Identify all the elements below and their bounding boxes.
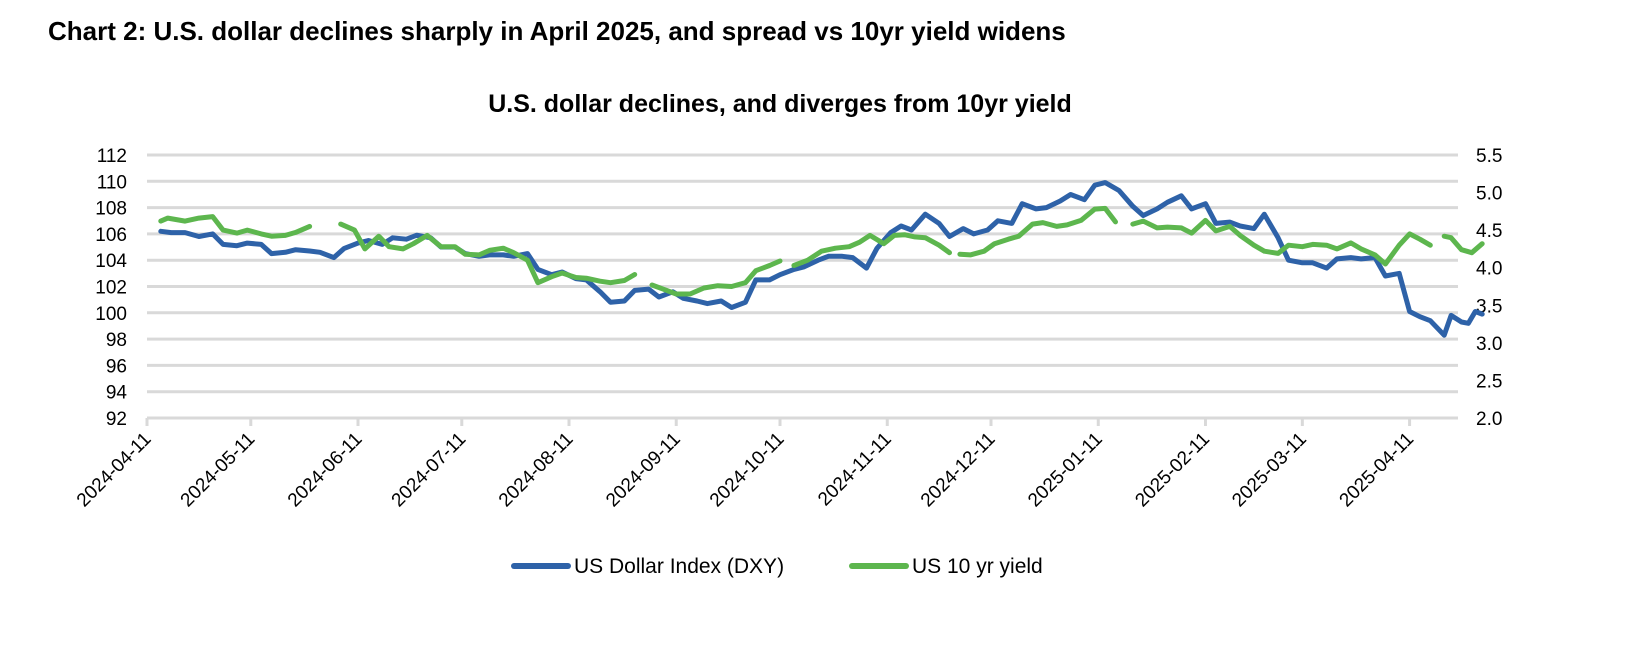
left-tick-label: 110 xyxy=(97,172,127,193)
yield-line xyxy=(957,205,1118,258)
x-tick-label: 2024-11-11 xyxy=(814,429,896,511)
left-tick-label: 102 xyxy=(95,278,127,299)
series-lines xyxy=(158,180,1485,338)
right-tick-label: 4.0 xyxy=(1476,259,1502,280)
left-tick-label: 108 xyxy=(95,199,127,220)
x-tick-label: 2025-01-11 xyxy=(1024,429,1107,512)
left-axis-ticks: 92 94 96 98 100 102 104 106 108 110 112 xyxy=(95,146,127,430)
x-axis: 2024-04-11 2024-05-11 2024-06-11 2024-07-11… xyxy=(73,416,1458,512)
right-tick-label: 3.0 xyxy=(1476,334,1502,355)
yield-line xyxy=(1441,233,1485,256)
yield-line xyxy=(649,258,783,297)
right-tick-label: 2.5 xyxy=(1476,371,1502,392)
yield-line xyxy=(158,214,313,239)
right-tick-label: 2.0 xyxy=(1476,409,1502,430)
x-tick-label: 2024-12-11 xyxy=(917,429,1000,512)
chart-title: U.S. dollar declines, and diverges from … xyxy=(488,90,1072,118)
yield-line xyxy=(791,232,952,268)
right-tick-label: 5.0 xyxy=(1476,184,1502,205)
x-tick-label: 2024-09-11 xyxy=(602,429,685,512)
left-tick-label: 94 xyxy=(106,383,128,404)
x-tick-label: 2024-06-11 xyxy=(284,429,367,512)
right-tick-label: 5.5 xyxy=(1476,146,1502,167)
left-tick-label: 96 xyxy=(106,356,127,377)
x-tick-label: 2025-02-11 xyxy=(1131,429,1214,512)
x-tick-label: 2024-08-11 xyxy=(495,429,578,512)
legend: US Dollar Index (DXY) US 10 yr yield xyxy=(511,555,1043,578)
yield-line xyxy=(1130,217,1433,267)
right-axis-ticks: 2.02.53.03.54.04.55.05.5 xyxy=(1476,146,1502,430)
page-title: Chart 2: U.S. dollar declines sharply in… xyxy=(48,16,1066,46)
x-tick-label: 2025-03-11 xyxy=(1228,429,1311,512)
x-tick-label: 2024-10-11 xyxy=(706,429,789,512)
left-tick-label: 98 xyxy=(106,330,127,351)
legend-label-dxy: US Dollar Index (DXY) xyxy=(574,555,784,578)
left-tick-label: 106 xyxy=(95,225,127,246)
left-tick-label: 104 xyxy=(95,251,127,272)
x-tick-label: 2024-04-11 xyxy=(73,429,156,512)
left-tick-label: 100 xyxy=(95,304,127,325)
left-tick-label: 92 xyxy=(106,409,127,430)
x-tick-label: 2024-05-11 xyxy=(177,429,260,512)
grid xyxy=(147,153,1458,394)
legend-label-yield: US 10 yr yield xyxy=(912,555,1043,578)
x-tick-label: 2024-07-11 xyxy=(388,429,471,512)
left-tick-label: 112 xyxy=(97,146,127,167)
x-tick-label: 2025-04-11 xyxy=(1336,429,1419,512)
yield-line xyxy=(338,221,638,286)
right-tick-label: 4.5 xyxy=(1476,221,1502,242)
